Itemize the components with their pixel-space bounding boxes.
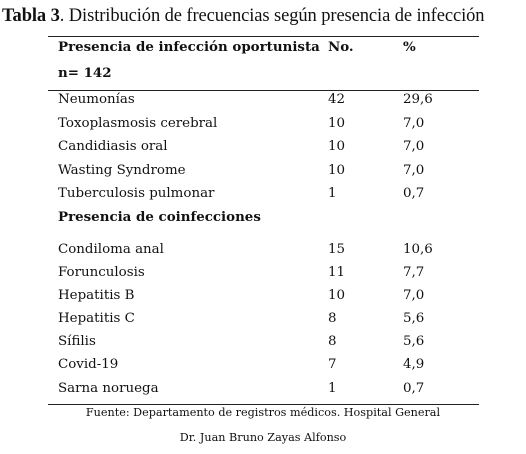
source-note-line1: Fuente: Departamento de registros médico… bbox=[85, 406, 441, 419]
row-label: Wasting Syndrome bbox=[58, 163, 186, 178]
row-percent: 10,6 bbox=[403, 242, 433, 257]
row-count: 1 bbox=[328, 381, 337, 396]
row-percent: 4,9 bbox=[403, 357, 425, 372]
row-count: 42 bbox=[328, 92, 346, 107]
row-label: Hepatitis C bbox=[58, 311, 135, 326]
row-count: 10 bbox=[328, 163, 346, 178]
header-count: No. bbox=[328, 39, 354, 55]
row-count: 10 bbox=[328, 139, 346, 154]
row-count: 8 bbox=[328, 334, 337, 349]
source-note-line2: Dr. Juan Bruno Zayas Alfonso bbox=[179, 431, 347, 444]
row-percent: 7,7 bbox=[403, 265, 425, 280]
row-count: 15 bbox=[328, 242, 346, 257]
row-percent: 0,7 bbox=[403, 186, 425, 201]
table-caption: . Distribución de frecuencias según pres… bbox=[59, 6, 485, 26]
table-title: Tabla 3. Distribución de frecuencias seg… bbox=[2, 3, 526, 29]
row-count: 10 bbox=[328, 116, 346, 131]
row-label: Sarna noruega bbox=[58, 381, 159, 396]
header-infection-label: Presencia de infección oportunista bbox=[58, 39, 320, 55]
row-count: 10 bbox=[328, 288, 346, 303]
row-count: 7 bbox=[328, 357, 337, 372]
header-percent: % bbox=[403, 39, 416, 55]
table-top-rule bbox=[48, 36, 479, 37]
row-label: Forunculosis bbox=[58, 265, 145, 280]
row-label: Neumonías bbox=[58, 92, 135, 107]
row-label: Condiloma anal bbox=[58, 242, 164, 257]
row-label: Toxoplasmosis cerebral bbox=[58, 116, 218, 131]
section-heading-coinfections: Presencia de coinfecciones bbox=[58, 209, 261, 225]
row-label: Tuberculosis pulmonar bbox=[58, 186, 215, 201]
row-count: 11 bbox=[328, 265, 346, 280]
row-label: Covid-19 bbox=[58, 357, 119, 372]
row-percent: 29,6 bbox=[403, 92, 433, 107]
row-percent: 7,0 bbox=[403, 163, 425, 178]
row-count: 1 bbox=[328, 186, 337, 201]
row-label: Sífilis bbox=[58, 334, 96, 349]
row-percent: 7,0 bbox=[403, 116, 425, 131]
table-number: Tabla 3 bbox=[2, 6, 60, 26]
row-count: 8 bbox=[328, 311, 337, 326]
row-percent: 0,7 bbox=[403, 381, 425, 396]
row-label: Candidiasis oral bbox=[58, 139, 168, 154]
table-header-rule bbox=[48, 90, 479, 91]
row-percent: 7,0 bbox=[403, 139, 425, 154]
row-label: Hepatitis B bbox=[58, 288, 135, 303]
row-percent: 5,6 bbox=[403, 334, 425, 349]
row-percent: 7,0 bbox=[403, 288, 425, 303]
header-sample-size: n= 142 bbox=[58, 65, 112, 81]
row-percent: 5,6 bbox=[403, 311, 425, 326]
table-bottom-rule bbox=[48, 404, 479, 405]
